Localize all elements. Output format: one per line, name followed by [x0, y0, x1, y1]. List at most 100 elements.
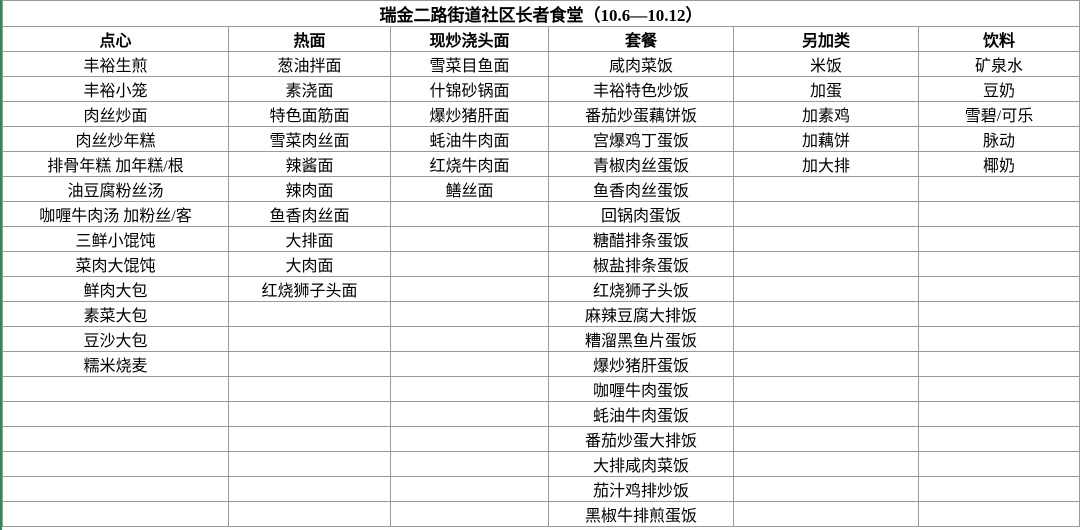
empty-cell [390, 251, 549, 277]
menu-item: 宫爆鸡丁蛋饭 [548, 126, 734, 152]
sheet-edge [0, 0, 2, 530]
empty-cell [2, 476, 229, 502]
menu-item: 青椒肉丝蛋饭 [548, 151, 734, 177]
menu-row: 糯米烧麦 爆炒猪肝蛋饭 [2, 351, 1080, 377]
column-header: 另加类 [733, 26, 919, 52]
column-header: 热面 [228, 26, 391, 52]
empty-cell [228, 501, 391, 527]
menu-row: 大排咸肉菜饭 [2, 451, 1080, 477]
empty-cell [228, 301, 391, 327]
menu-item: 咖喱牛肉汤 加粉丝/客 [2, 201, 229, 227]
empty-cell [733, 401, 919, 427]
menu-item: 糯米烧麦 [2, 351, 229, 377]
column-header: 点心 [2, 26, 229, 52]
empty-cell [733, 351, 919, 377]
menu-item: 椰奶 [918, 151, 1080, 177]
menu-item: 加大排 [733, 151, 919, 177]
empty-cell [2, 376, 229, 402]
menu-item: 特色面筋面 [228, 101, 391, 127]
empty-cell [733, 251, 919, 277]
empty-cell [2, 401, 229, 427]
empty-cell [390, 376, 549, 402]
menu-row: 肉丝炒面 特色面筋面 爆炒猪肝面 番茄炒蛋藕饼饭 加素鸡 雪碧/可乐 [2, 101, 1080, 127]
empty-cell [733, 226, 919, 252]
menu-item: 肉丝炒年糕 [2, 126, 229, 152]
empty-cell [733, 326, 919, 352]
menu-item: 豆沙大包 [2, 326, 229, 352]
menu-item: 麻辣豆腐大排饭 [548, 301, 734, 327]
menu-row: 丰裕生煎 葱油拌面 雪菜目鱼面 咸肉菜饭 米饭 矿泉水 [2, 51, 1080, 77]
empty-cell [390, 326, 549, 352]
menu-item: 油豆腐粉丝汤 [2, 176, 229, 202]
menu-row: 三鲜小馄饨 大排面 糖醋排条蛋饭 [2, 226, 1080, 252]
empty-cell [390, 426, 549, 452]
menu-item: 雪碧/可乐 [918, 101, 1080, 127]
empty-cell [733, 476, 919, 502]
menu-row: 鲜肉大包 红烧狮子头面 红烧狮子头饭 [2, 276, 1080, 302]
column-header: 现炒浇头面 [390, 26, 549, 52]
empty-cell [390, 476, 549, 502]
header-row: 点心 热面 现炒浇头面 套餐 另加类 饮料 [2, 26, 1080, 52]
empty-cell [2, 451, 229, 477]
empty-cell [228, 401, 391, 427]
menu-item: 黑椒牛排煎蛋饭 [548, 501, 734, 527]
menu-item: 蚝油牛肉面 [390, 126, 549, 152]
empty-cell [918, 251, 1080, 277]
empty-cell [390, 301, 549, 327]
menu-row: 番茄炒蛋大排饭 [2, 426, 1080, 452]
menu-row: 菜肉大馄饨 大肉面 椒盐排条蛋饭 [2, 251, 1080, 277]
menu-item: 蚝油牛肉蛋饭 [548, 401, 734, 427]
menu-item: 米饭 [733, 51, 919, 77]
menu-item: 鱼香肉丝面 [228, 201, 391, 227]
menu-item: 大排咸肉菜饭 [548, 451, 734, 477]
menu-row: 肉丝炒年糕 雪菜肉丝面 蚝油牛肉面 宫爆鸡丁蛋饭 加藕饼 脉动 [2, 126, 1080, 152]
empty-cell [390, 501, 549, 527]
empty-cell [918, 376, 1080, 402]
menu-item: 脉动 [918, 126, 1080, 152]
title-row: 瑞金二路街道社区长者食堂（10.6—10.12） [2, 0, 1080, 27]
menu-item: 糟溜黑鱼片蛋饭 [548, 326, 734, 352]
empty-cell [390, 451, 549, 477]
empty-cell [390, 351, 549, 377]
empty-cell [733, 176, 919, 202]
empty-cell [2, 426, 229, 452]
column-header: 套餐 [548, 26, 734, 52]
menu-item: 咸肉菜饭 [548, 51, 734, 77]
menu-row: 丰裕小笼 素浇面 什锦砂锅面 丰裕特色炒饭 加蛋 豆奶 [2, 76, 1080, 102]
empty-cell [918, 426, 1080, 452]
menu-item: 红烧牛肉面 [390, 151, 549, 177]
empty-cell [733, 201, 919, 227]
empty-cell [228, 351, 391, 377]
menu-item: 素浇面 [228, 76, 391, 102]
menu-item: 茄汁鸡排炒饭 [548, 476, 734, 502]
empty-cell [228, 326, 391, 352]
menu-row: 排骨年糕 加年糕/根 辣酱面 红烧牛肉面 青椒肉丝蛋饭 加大排 椰奶 [2, 151, 1080, 177]
menu-item: 椒盐排条蛋饭 [548, 251, 734, 277]
menu-row: 蚝油牛肉蛋饭 [2, 401, 1080, 427]
menu-row: 咖喱牛肉蛋饭 [2, 376, 1080, 402]
empty-cell [228, 451, 391, 477]
empty-cell [918, 326, 1080, 352]
menu-item: 鱼香肉丝蛋饭 [548, 176, 734, 202]
menu-item: 菜肉大馄饨 [2, 251, 229, 277]
menu-item: 素菜大包 [2, 301, 229, 327]
menu-item: 肉丝炒面 [2, 101, 229, 127]
empty-cell [733, 376, 919, 402]
menu-item: 丰裕特色炒饭 [548, 76, 734, 102]
menu-item: 加素鸡 [733, 101, 919, 127]
menu-item: 爆炒猪肝蛋饭 [548, 351, 734, 377]
menu-item: 大肉面 [228, 251, 391, 277]
menu-item: 雪菜目鱼面 [390, 51, 549, 77]
empty-cell [918, 401, 1080, 427]
empty-cell [918, 501, 1080, 527]
menu-item: 加蛋 [733, 76, 919, 102]
empty-cell [918, 201, 1080, 227]
empty-cell [733, 426, 919, 452]
menu-row: 豆沙大包 糟溜黑鱼片蛋饭 [2, 326, 1080, 352]
empty-cell [2, 501, 229, 527]
menu-item: 红烧狮子头面 [228, 276, 391, 302]
empty-cell [918, 476, 1080, 502]
menu-item: 鲜肉大包 [2, 276, 229, 302]
empty-cell [390, 201, 549, 227]
empty-cell [733, 301, 919, 327]
